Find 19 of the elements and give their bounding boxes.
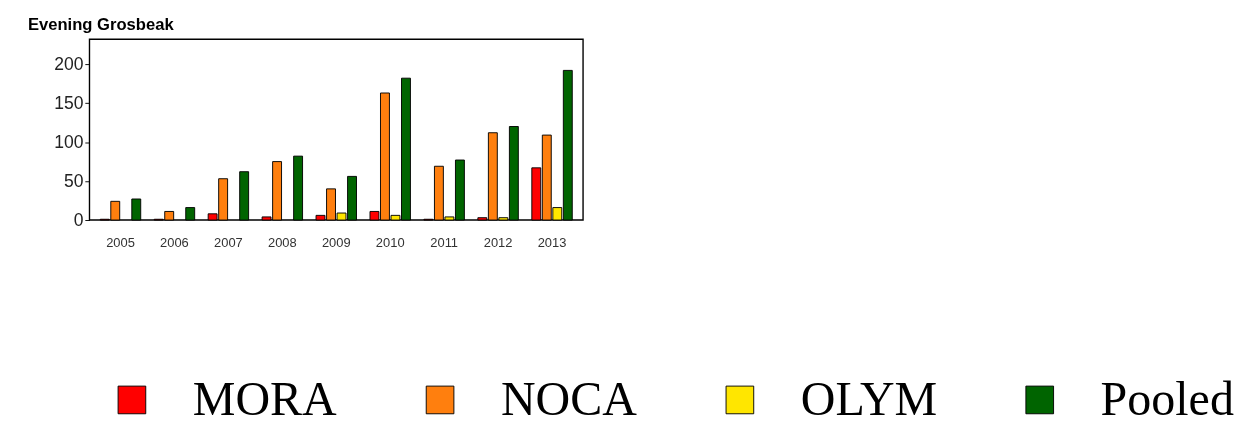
x-tick-label: 2011 bbox=[430, 235, 459, 251]
x-tick-label: 2013 bbox=[537, 235, 567, 251]
x-tick-label: 2007 bbox=[214, 235, 243, 251]
legend-label: Pooled bbox=[1100, 371, 1234, 425]
legend-label: OLYM bbox=[800, 371, 938, 425]
y-tick-label: 150 bbox=[54, 93, 84, 114]
y-tick-label: 50 bbox=[64, 171, 84, 192]
x-tick-label: 2009 bbox=[321, 235, 351, 251]
legend-label: NOCA bbox=[500, 371, 638, 425]
x-tick-label: 2010 bbox=[375, 235, 405, 251]
x-tick-label: 2006 bbox=[160, 235, 189, 251]
legend-label: MORA bbox=[192, 371, 338, 425]
y-tick-label: 0 bbox=[73, 210, 84, 231]
y-tick-label: 200 bbox=[54, 54, 84, 75]
x-tick-label: 2012 bbox=[483, 235, 513, 251]
x-tick-label: 2005 bbox=[106, 235, 135, 251]
chart-title: Evening Grosbeak bbox=[27, 14, 175, 34]
y-tick-label: 100 bbox=[54, 132, 84, 153]
x-tick-label: 2008 bbox=[267, 235, 297, 251]
